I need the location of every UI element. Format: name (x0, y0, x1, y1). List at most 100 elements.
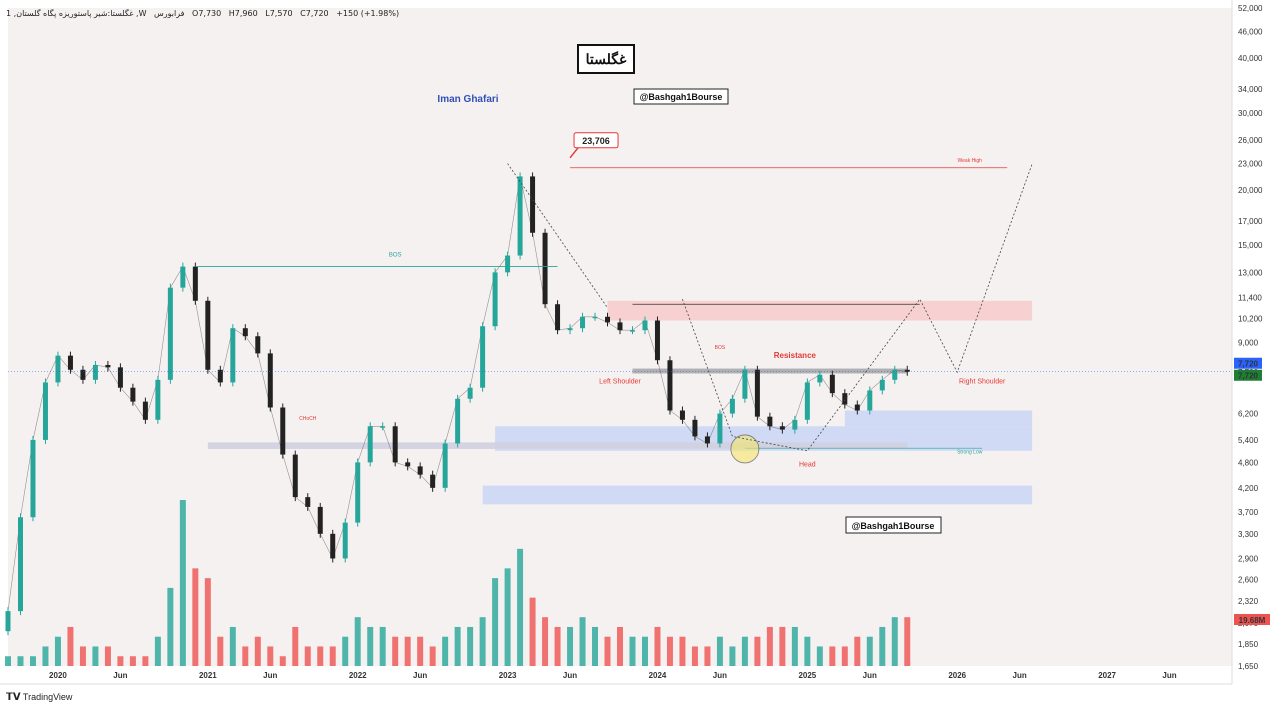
candle (67, 355, 73, 370)
volume-bar (17, 656, 24, 666)
volume-bar (679, 636, 686, 666)
zones (207, 300, 1033, 505)
candle (92, 364, 98, 380)
x-tick-label: Jun (413, 671, 427, 680)
exchange-name: فرابورس (154, 9, 185, 18)
x-tick-label: 2020 (49, 671, 67, 680)
handle-bottom: @Bashgah1Bourse (852, 521, 935, 531)
volume-bar (342, 636, 349, 666)
candle (542, 232, 548, 305)
candle (779, 426, 785, 430)
candle (904, 369, 910, 372)
volume-bar (617, 626, 623, 666)
candle (42, 382, 48, 440)
x-tick-label: 2021 (199, 671, 217, 680)
candle (5, 611, 11, 632)
bos-label: BOS (389, 253, 402, 259)
price-tag-2: 7,720 (1238, 372, 1259, 381)
candle (442, 443, 448, 488)
volume-bar (841, 646, 848, 666)
candle (342, 522, 348, 559)
x-tick-label: 2022 (349, 671, 367, 680)
y-tick-label: 26,000 (1238, 136, 1263, 145)
volume-bar (691, 646, 698, 666)
handle-top-box (633, 88, 729, 105)
left-shoulder-label: Left Shoulder (599, 379, 641, 386)
candle (492, 272, 498, 327)
candle (605, 316, 611, 323)
volume-bar (779, 626, 786, 666)
x-axis: 2020 Jun 2021 Jun 2022 Jun 2023 Jun 2024 Jun 2025 J… (49, 671, 1177, 680)
volume-bar (567, 626, 574, 666)
y-tick-label: 13,000 (1238, 268, 1263, 277)
volume-bar (67, 626, 74, 666)
bos-label-2: BOS (715, 345, 726, 351)
volume-bar (829, 646, 836, 666)
volume-bar (641, 636, 648, 666)
volume-bar (891, 617, 898, 666)
candle (392, 426, 398, 463)
candle (230, 328, 236, 383)
candle (817, 374, 823, 383)
x-tick-label: 2026 (948, 671, 966, 680)
candle (292, 454, 298, 498)
candle (679, 410, 685, 420)
volume-bar (804, 636, 811, 666)
candle (829, 374, 835, 394)
neckline-box (207, 442, 908, 449)
y-tick-label: 4,200 (1238, 484, 1259, 493)
candle (567, 328, 573, 331)
price-tag-box-1 (1234, 357, 1262, 369)
y-tick-label: 4,800 (1238, 458, 1259, 467)
candle (55, 355, 61, 383)
volume-bar (592, 626, 599, 666)
candle (530, 176, 536, 233)
volume-bars (5, 500, 911, 666)
volume-bar (554, 626, 561, 666)
plot-bg (8, 8, 1232, 666)
volume-bar (392, 636, 399, 666)
x-tick-label: Jun (713, 671, 727, 680)
volume-bar (92, 646, 99, 666)
volume-bar (604, 636, 611, 666)
candle (267, 353, 273, 408)
candle (167, 287, 173, 380)
volume-bar (279, 656, 286, 666)
peak-label-box (573, 132, 619, 149)
price-tag-1: 7,720 (1238, 360, 1259, 369)
price-candles (5, 172, 910, 636)
volume-bar (179, 500, 186, 666)
volume-bar (329, 646, 336, 666)
candle (654, 320, 660, 361)
y-tick-label: 11,400 (1238, 293, 1262, 302)
handle-top: @Bashgah1Bourse (640, 92, 723, 102)
candle (355, 462, 361, 523)
candle (729, 398, 735, 414)
tv-brand-text: TradingView (22, 692, 73, 702)
volume-tag-box (1234, 614, 1270, 625)
volume-bar (766, 626, 773, 666)
symbol-name[interactable]: 1 ,غگلستا:شیر پاستوریزه پگاه گلستان ,W (6, 9, 147, 18)
candle (455, 398, 461, 444)
candle (480, 326, 486, 388)
candle (642, 320, 648, 331)
candle (380, 426, 386, 428)
candle (330, 533, 336, 559)
volume-bar (517, 548, 524, 666)
tradingview-logo[interactable]: 𝗧𝗩 TradingView (6, 692, 72, 703)
volume-bar (816, 646, 823, 666)
y-tick-label: 10,200 (1238, 315, 1263, 324)
x-tick-label: 2023 (499, 671, 517, 680)
volume-bar (754, 636, 761, 666)
volume-bar (854, 636, 861, 666)
volume-bar (866, 636, 873, 666)
volume-bar (404, 636, 411, 666)
y-tick-label: 1,850 (1238, 640, 1259, 649)
candle (667, 360, 673, 411)
volume-bar (629, 636, 636, 666)
x-tick-label: Jun (863, 671, 877, 680)
volume-bar (79, 646, 86, 666)
volume-bar (429, 646, 436, 666)
